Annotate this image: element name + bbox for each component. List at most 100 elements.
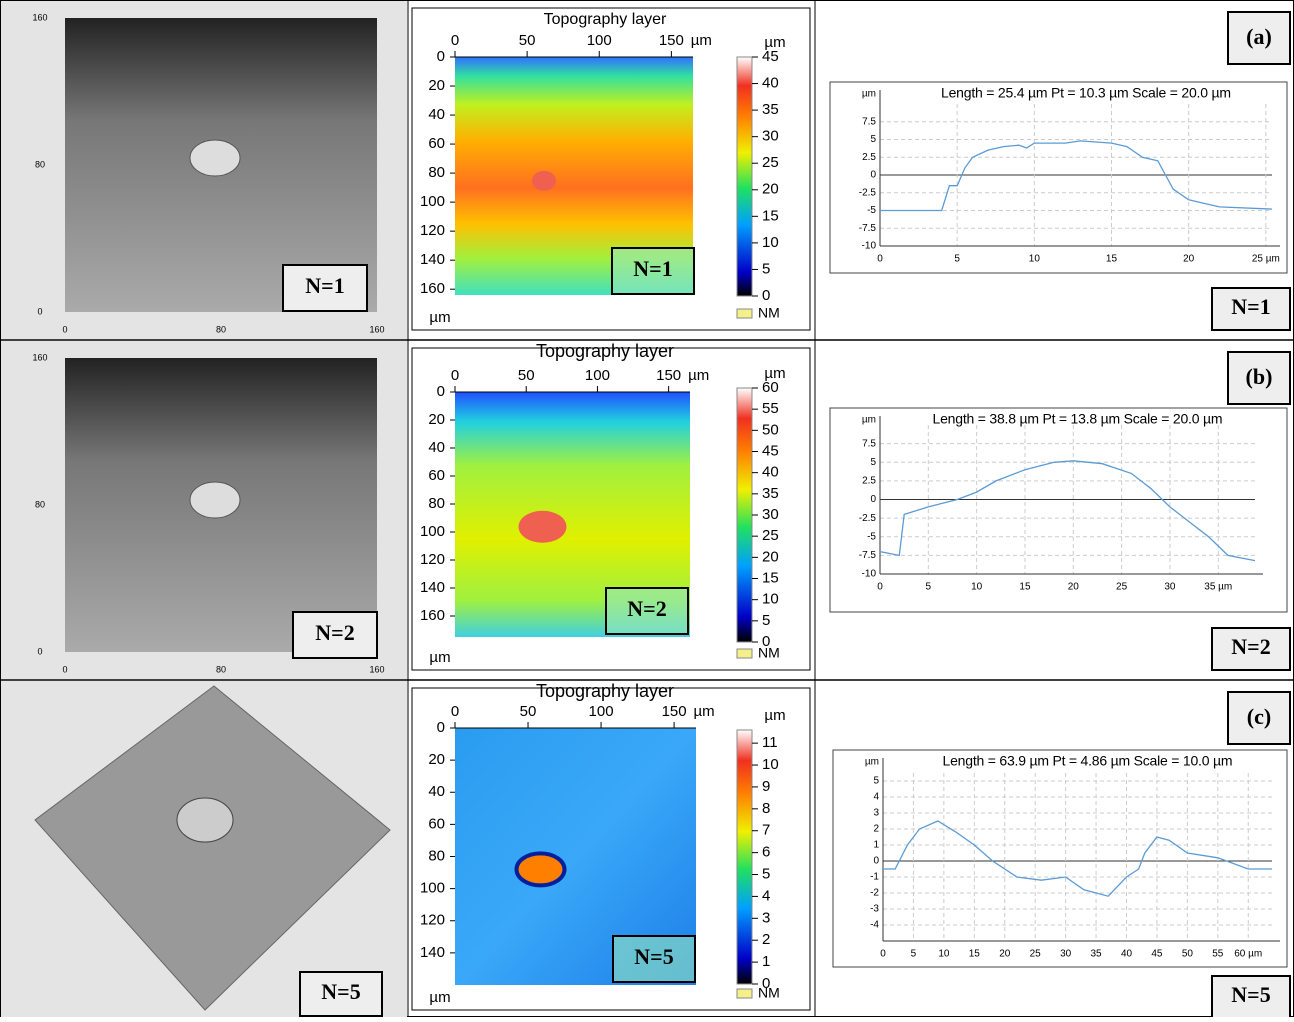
profile-y-tick-label: 1 [873, 840, 879, 851]
colorbar-tick-label: 20 [762, 548, 779, 565]
colorbar [737, 730, 752, 984]
n-label: N=1 [1231, 294, 1270, 319]
profile-x-tick-label: 35 µm [1204, 582, 1232, 593]
nm-swatch [737, 649, 752, 658]
profile-y-tick-label: 2 [873, 824, 879, 835]
colorbar-tick-label: 25 [762, 527, 779, 544]
colorbar-tick-label: 0 [762, 287, 770, 304]
profile-x-tick-label: 5 [911, 949, 917, 960]
profile-x-tick-label: 0 [877, 582, 883, 593]
topo-x-unit: µm [694, 703, 715, 720]
colorbar-tick-label: 5 [762, 260, 770, 277]
profile-x-tick-label: 20 [1068, 582, 1080, 593]
profile-y-tick-label: -1 [870, 872, 879, 883]
topo-y-unit: µm [429, 989, 450, 1006]
colorbar-tick-label: 11 [762, 734, 778, 751]
profile-x-tick-label: 50 [1182, 949, 1194, 960]
nm-label: NM [758, 645, 780, 661]
colorbar-tick-label: 50 [762, 421, 779, 438]
micrograph-x-tick: 0 [62, 324, 67, 334]
topo-y-tick-label: 120 [420, 222, 445, 239]
topo-x-tick-label: 0 [451, 703, 459, 720]
topo-y-tick-label: 20 [428, 411, 445, 428]
topo-y-tick-label: 120 [420, 551, 445, 568]
profile-x-tick-label: 25 [1030, 949, 1042, 960]
colorbar-tick-label: 9 [762, 778, 770, 795]
profile-y-tick-label: 2.5 [862, 476, 876, 487]
colorbar-tick-label: 5 [762, 612, 770, 629]
micrograph-x-tick: 160 [369, 664, 384, 674]
topo-y-tick-label: 0 [437, 719, 445, 736]
topo-feature [517, 853, 565, 885]
colorbar-tick-label: 4 [762, 887, 770, 904]
profile-y-tick-label: -5 [867, 531, 876, 542]
profile-y-tick-label: -2.5 [859, 187, 877, 198]
colorbar-tick-label: 3 [762, 909, 770, 926]
topo-title: Topography layer [536, 341, 674, 361]
topo-x-tick-label: 50 [520, 703, 537, 720]
particle [190, 482, 240, 518]
profile-y-unit: µm [862, 89, 876, 100]
profile-y-tick-label: 0 [873, 856, 879, 867]
profile-y-unit: µm [862, 415, 876, 426]
colorbar-tick-label: 45 [762, 48, 779, 65]
topo-y-unit: µm [429, 309, 450, 326]
micrograph-y-tick: 160 [32, 352, 47, 362]
profile-x-tick-label: 55 [1212, 949, 1224, 960]
profile-y-tick-label: -10 [862, 241, 877, 252]
n-label: N=2 [315, 620, 354, 645]
colorbar-tick-label: 45 [762, 442, 779, 459]
colorbar-tick-label: 2 [762, 931, 770, 948]
colorbar-tick-label: 5 [762, 865, 770, 882]
colorbar-tick-label: 35 [762, 101, 779, 118]
topo-feature [519, 511, 567, 543]
topo-y-unit: µm [429, 649, 450, 666]
colorbar-tick-label: 40 [762, 75, 779, 92]
profile-y-tick-label: 0 [870, 170, 876, 181]
topo-y-tick-label: 60 [428, 135, 445, 152]
profile-x-tick-label: 0 [880, 949, 886, 960]
profile-y-tick-label: 5 [870, 134, 876, 145]
topo-x-tick-label: 100 [585, 367, 610, 384]
micrograph-y-tick: 80 [35, 499, 45, 509]
topo-title: Topography layer [544, 11, 667, 28]
colorbar-tick-label: 30 [762, 128, 779, 145]
topo-y-tick-label: 100 [420, 880, 445, 897]
topo-x-tick-label: 50 [519, 32, 536, 49]
profile-y-tick-label: 5 [870, 457, 876, 468]
profile-x-tick-label: 5 [926, 582, 932, 593]
colorbar-tick-label: 8 [762, 800, 770, 817]
topo-y-tick-label: 140 [420, 579, 445, 596]
topo-x-tick-label: 100 [587, 32, 612, 49]
profile-header: Length = 63.9 µm Pt = 4.86 µm Scale = 10… [943, 753, 1233, 769]
profile-header: Length = 38.8 µm Pt = 13.8 µm Scale = 20… [933, 411, 1223, 427]
profile-y-tick-label: -4 [870, 920, 879, 931]
profile-x-tick-label: 15 [969, 949, 981, 960]
profile-y-tick-label: 7.5 [862, 438, 876, 449]
topo-y-tick-label: 60 [428, 467, 445, 484]
colorbar-tick-label: 55 [762, 400, 779, 417]
profile-header: Length = 25.4 µm Pt = 10.3 µm Scale = 20… [941, 85, 1231, 101]
micrograph-x-tick: 80 [216, 664, 226, 674]
profile-y-tick-label: -2.5 [859, 513, 877, 524]
profile-y-tick-label: -7.5 [859, 223, 877, 234]
profile-y-tick-label: -2 [870, 888, 879, 899]
topo-y-tick-label: 20 [428, 751, 445, 768]
nm-swatch [737, 989, 752, 998]
profile-y-tick-label: 4 [873, 792, 879, 803]
colorbar-tick-label: 15 [762, 207, 779, 224]
profile-x-tick-label: 30 [1060, 949, 1072, 960]
colorbar-tick-label: 35 [762, 485, 779, 502]
topo-feature [532, 171, 556, 191]
profile-x-tick-label: 35 [1091, 949, 1103, 960]
profile-y-tick-label: -3 [870, 904, 879, 915]
topo-y-tick-label: 100 [420, 193, 445, 210]
profile-y-tick-label: -5 [867, 205, 876, 216]
colorbar-unit: µm [764, 707, 785, 724]
profile-x-tick-label: 20 [999, 949, 1011, 960]
topo-y-tick-label: 20 [428, 77, 445, 94]
n-label: N=1 [633, 256, 672, 281]
profile-box [830, 82, 1287, 273]
topo-y-tick-label: 120 [420, 912, 445, 929]
topo-y-tick-label: 0 [437, 48, 445, 65]
